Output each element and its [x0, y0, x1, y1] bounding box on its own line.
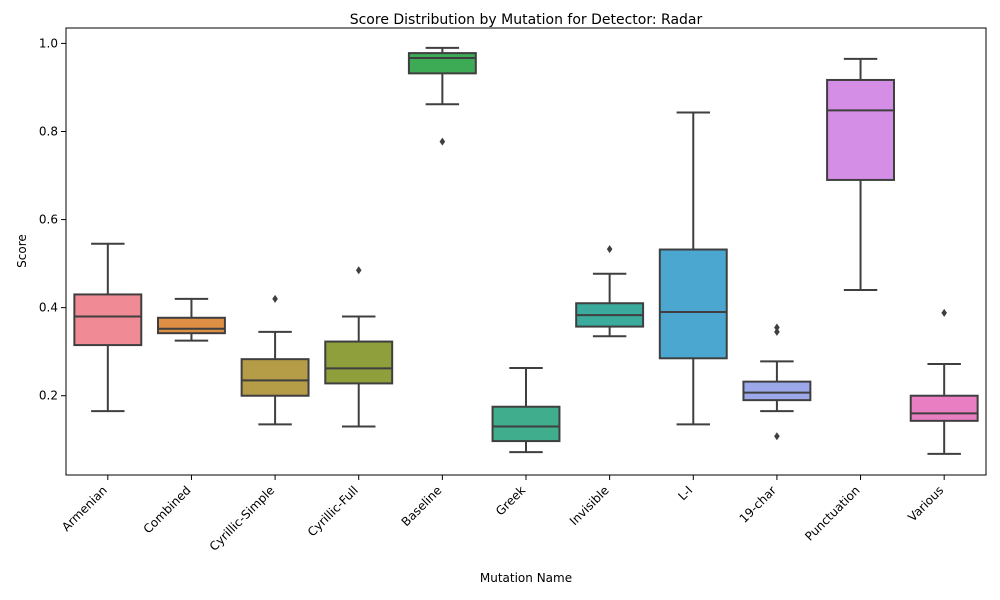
box-iqr: [240, 358, 310, 397]
outlier-point: [439, 137, 446, 146]
x-tick-label: Baseline: [399, 483, 445, 529]
box-iqr: [73, 293, 143, 347]
x-tick-label: Greek: [493, 483, 528, 518]
box-cyrillic-full: [324, 266, 394, 428]
box-iqr: [491, 405, 561, 443]
box-iqr: [157, 316, 226, 335]
x-tick-label: Cyrillic-Simple: [207, 483, 277, 553]
y-axis-ticks: 0.2 0.4 0.6 0.8 1.0: [39, 36, 66, 403]
chart-title: Score Distribution by Mutation for Detec…: [350, 12, 703, 28]
box-baseline: [407, 46, 477, 146]
outlier-point: [355, 266, 362, 275]
box-punctuation: [826, 57, 895, 292]
x-tick-label: Punctuation: [802, 483, 862, 543]
y-tick-label: 0.4: [39, 301, 58, 315]
y-tick-label: 0.2: [39, 389, 58, 403]
box-iqr: [324, 340, 394, 385]
box-iqr: [909, 394, 979, 422]
box-iqr: [742, 380, 812, 402]
y-tick-label: 0.8: [39, 124, 58, 138]
y-tick-label: 0.6: [39, 213, 58, 227]
x-tick-label: Invisible: [567, 483, 612, 528]
outlier-point: [272, 294, 278, 303]
x-tick-label: Cyrillic-Full: [305, 483, 361, 539]
box-combined: [157, 297, 226, 342]
box-various: [909, 308, 979, 455]
x-tick-label: 19-char: [737, 483, 780, 526]
box-iqr: [826, 78, 895, 181]
y-axis-label: Score: [15, 234, 29, 268]
outlier-point: [941, 308, 947, 317]
x-axis-ticks: Armenian Combined Cyrillic-Simple Cyrillic-…: [59, 475, 946, 554]
outlier-point: [774, 432, 780, 441]
box-l-i: [658, 111, 728, 426]
box-armenian: [73, 242, 143, 413]
outlier-point: [774, 327, 780, 336]
x-tick-label: Various: [905, 483, 946, 524]
boxes-layer: [73, 46, 979, 455]
outlier-point: [606, 245, 613, 254]
x-tick-label: Armenian: [59, 483, 110, 534]
x-axis-label: Mutation Name: [480, 571, 572, 585]
box-cyrillic-simple: [240, 294, 310, 426]
x-tick-label: Combined: [141, 483, 194, 536]
box-iqr: [407, 52, 477, 75]
box-invisible: [575, 245, 645, 338]
outlier-point: [774, 323, 780, 332]
box-iqr: [658, 248, 728, 360]
x-tick-label: L-I: [675, 483, 695, 503]
box-greek: [491, 366, 561, 454]
box-19-char: [742, 323, 812, 441]
y-tick-label: 1.0: [39, 36, 58, 50]
